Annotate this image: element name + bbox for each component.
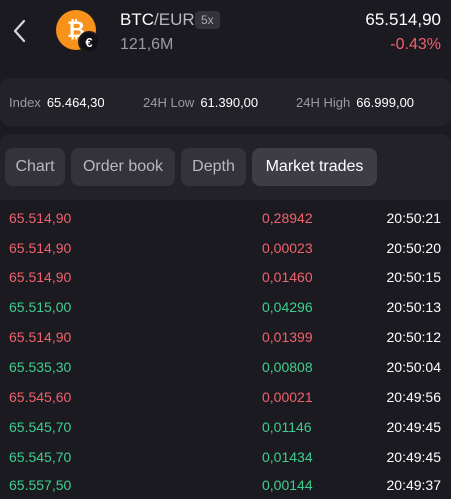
- trade-amount: 0,01399: [262, 329, 313, 345]
- pair-name: BTC/EUR: [120, 10, 195, 30]
- trade-price: 65.515,00: [9, 299, 72, 315]
- stat-index: Index 65.464,30: [9, 95, 105, 110]
- trade-amount: 0,01434: [262, 449, 313, 465]
- pair-base: BTC: [120, 10, 154, 29]
- stat-low-label: 24H Low: [143, 95, 195, 110]
- stat-low-value: 61.390,00: [200, 95, 259, 110]
- back-button[interactable]: [8, 16, 30, 46]
- trade-price: 65.535,30: [9, 359, 72, 375]
- trade-price: 65.514,90: [9, 210, 72, 226]
- trade-time: 20:50:12: [386, 329, 442, 345]
- trade-time: 20:50:20: [386, 240, 442, 256]
- trade-row: 65.535,30 0,00808 20:50:04: [0, 351, 451, 381]
- trade-amount: 0,00144: [262, 477, 313, 493]
- volume-value: 121,6M: [120, 36, 174, 53]
- pair-separator: /: [154, 10, 159, 29]
- tab-depth[interactable]: Depth: [181, 148, 246, 186]
- price-change: -0.43%: [390, 36, 441, 53]
- trade-row: 65.514,90 0,01399 20:50:12: [0, 321, 451, 351]
- tab-chart[interactable]: Chart: [5, 148, 65, 186]
- trade-time: 20:49:45: [386, 419, 442, 435]
- trade-time: 20:49:45: [386, 449, 442, 465]
- trade-amount: 0,01146: [262, 419, 312, 435]
- trade-row: 65.515,00 0,04296 20:50:13: [0, 291, 451, 321]
- trade-amount: 0,04296: [262, 299, 313, 315]
- chevron-left-icon: [13, 19, 26, 43]
- trade-row: 65.514,90 0,01460 20:50:15: [0, 261, 451, 291]
- stat-index-value: 65.464,30: [46, 95, 105, 110]
- trade-row: 65.557,50 0,00144 20:49:37: [0, 469, 451, 499]
- trade-price: 65.514,90: [9, 240, 72, 256]
- stat-index-label: Index: [9, 95, 41, 110]
- tab-market-trades[interactable]: Market trades: [252, 148, 377, 186]
- leverage-badge: 5x: [195, 11, 220, 29]
- market-trades-list: 65.514,90 0,28942 20:50:21 65.514,90 0,0…: [0, 200, 451, 499]
- trade-amount: 0,01460: [262, 269, 313, 285]
- trade-row: 65.545,60 0,00021 20:49:56: [0, 381, 451, 411]
- tab-order-book[interactable]: Order book: [71, 148, 175, 186]
- trade-row: 65.545,70 0,01434 20:49:45: [0, 441, 451, 471]
- stat-24h-low: 24H Low 61.390,00: [143, 95, 258, 110]
- market-header: ₿ € BTC/EUR 5x 121,6M 65.514,90 -0.43%: [0, 0, 451, 70]
- trade-price: 65.545,70: [9, 449, 72, 465]
- trade-time: 20:49:37: [386, 477, 442, 493]
- trade-price: 65.545,70: [9, 419, 72, 435]
- trade-time: 20:50:04: [386, 359, 442, 375]
- trade-time: 20:50:13: [386, 299, 442, 315]
- trade-time: 20:49:56: [386, 389, 442, 405]
- trade-time: 20:50:15: [386, 269, 442, 285]
- trade-price: 65.514,90: [9, 329, 72, 345]
- trade-time: 20:50:21: [386, 210, 442, 226]
- trade-amount: 0,28942: [262, 210, 313, 226]
- stat-high-label: 24H High: [296, 95, 351, 110]
- trade-amount: 0,00023: [262, 240, 313, 256]
- stat-high-value: 66.999,00: [356, 95, 415, 110]
- trade-row: 65.514,90 0,28942 20:50:21: [0, 202, 451, 232]
- last-price: 65.514,90: [365, 10, 441, 29]
- trade-price: 65.545,60: [9, 389, 72, 405]
- euro-icon: €: [78, 31, 100, 53]
- tab-bar: Chart Order book Depth Market trades: [0, 134, 451, 200]
- trade-amount: 0,00021: [262, 389, 313, 405]
- pair-quote: EUR: [158, 10, 195, 29]
- stat-24h-high: 24H High 66.999,00: [296, 95, 414, 110]
- trade-row: 65.545,70 0,01146 20:49:45: [0, 411, 451, 441]
- trade-price: 65.557,50: [9, 477, 72, 493]
- trade-price: 65.514,90: [9, 269, 72, 285]
- trade-amount: 0,00808: [262, 359, 313, 375]
- trade-row: 65.514,90 0,00023 20:50:20: [0, 232, 451, 262]
- stats-bar: Index 65.464,30 24H Low 61.390,00 24H High…: [0, 78, 451, 126]
